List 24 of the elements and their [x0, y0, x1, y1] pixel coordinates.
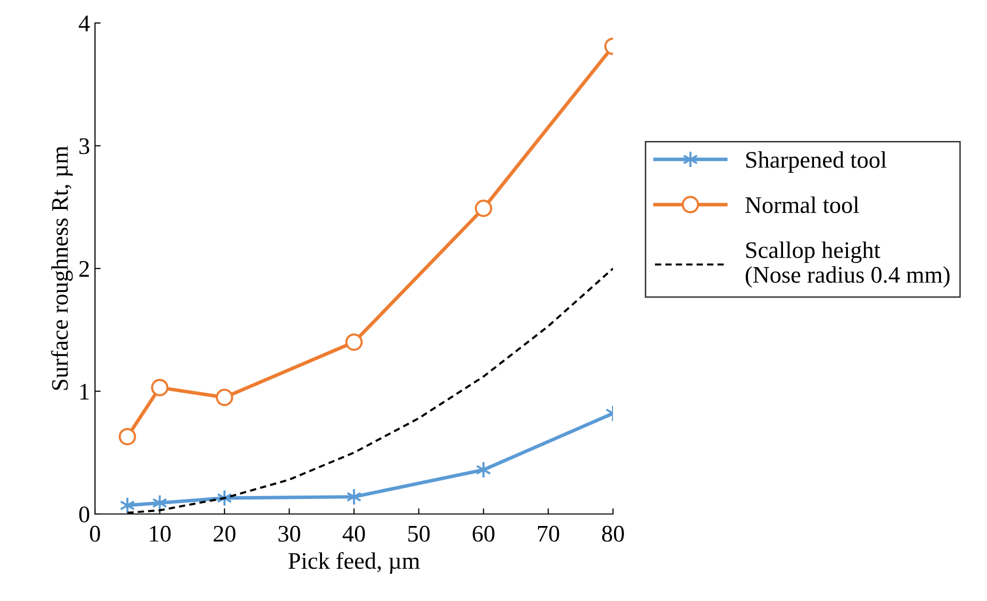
x-axis-title: Pick feed, µm: [288, 552, 420, 574]
y-tick-label: 4: [78, 16, 90, 32]
y-axis-title: Surface roughness Rt, µm: [51, 146, 73, 390]
x-tick-label: 60: [472, 526, 494, 542]
x-tick-label: 50: [408, 526, 430, 542]
point: [118, 428, 136, 446]
x-tick-label: 20: [214, 526, 236, 542]
x-tick-label: 70: [538, 526, 560, 542]
x-tick-label: 10: [150, 526, 171, 542]
x-tick-label: 80: [602, 526, 624, 542]
point: [151, 378, 168, 396]
legend-label: Scallop height (Nose radius 0.4 mm): [746, 241, 950, 288]
legend-label: Normal tool: [745, 196, 859, 214]
legend-label: Sharpened tool: [746, 151, 887, 173]
y-tick-label: 0: [79, 506, 90, 522]
y-tick-label: 1: [80, 384, 89, 400]
x-tick-label: 40: [342, 526, 365, 542]
point: [345, 333, 363, 351]
y-tick-label: 2: [79, 261, 89, 277]
point: [474, 200, 492, 218]
x-tick-label: 30: [278, 526, 300, 542]
y-tick-label: 3: [79, 138, 90, 154]
x-tick-label: 0: [90, 526, 100, 542]
point: [216, 388, 234, 406]
